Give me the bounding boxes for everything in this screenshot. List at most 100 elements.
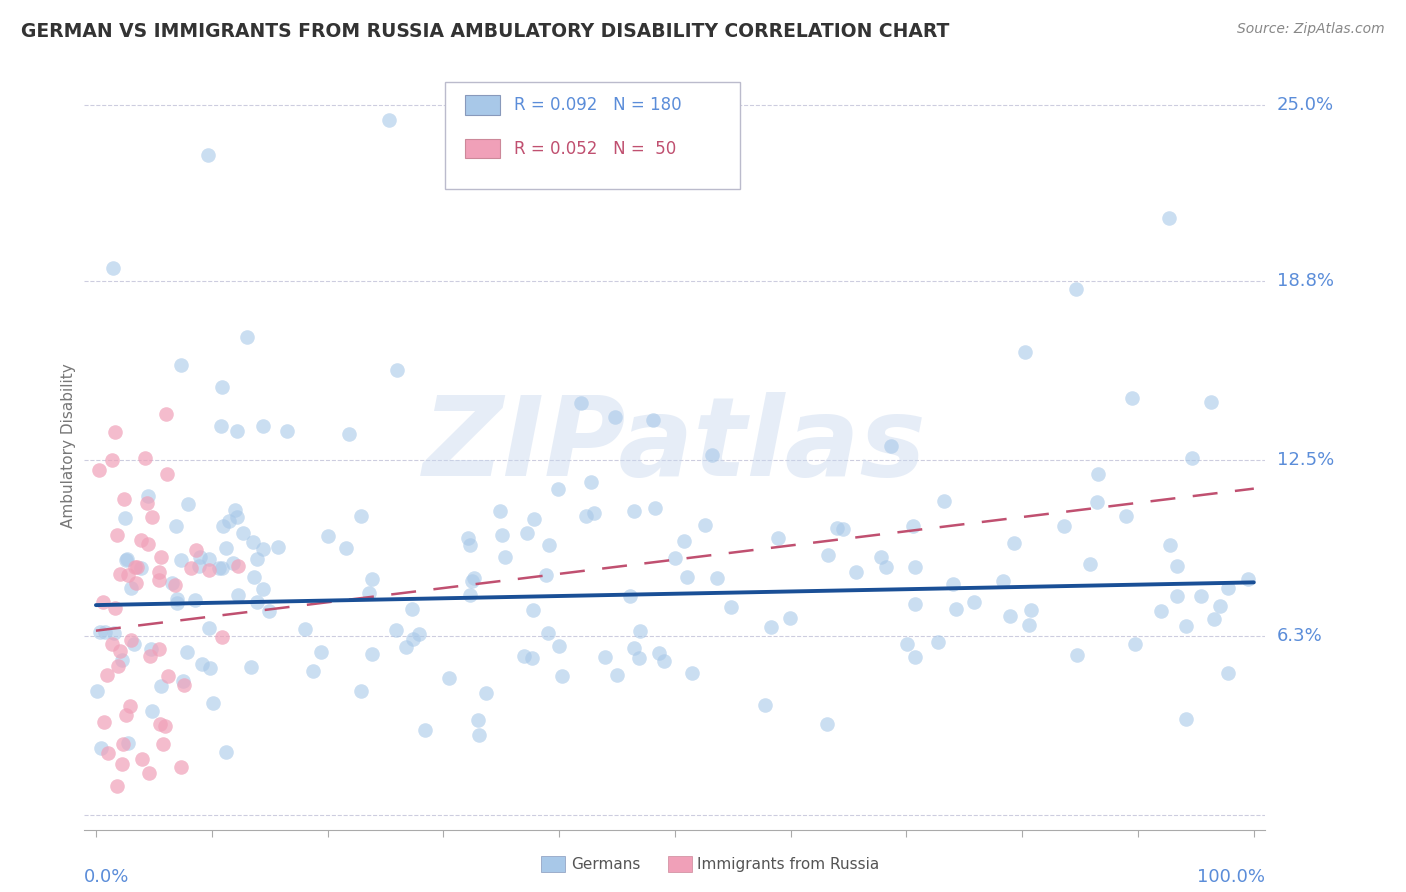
Point	[165, 578, 187, 592]
Point	[148, 641, 170, 656]
Point	[165, 519, 187, 533]
Point	[401, 602, 423, 616]
Point	[93, 595, 115, 609]
Point	[124, 560, 146, 574]
Point	[395, 640, 418, 655]
Point	[623, 504, 645, 518]
Point	[202, 697, 225, 711]
Point	[215, 541, 238, 556]
Point	[104, 425, 127, 439]
Point	[170, 358, 193, 372]
Point	[215, 745, 238, 759]
Point	[156, 467, 179, 482]
Point	[316, 528, 339, 542]
Point	[309, 645, 332, 659]
Point	[630, 624, 652, 638]
Point	[676, 570, 699, 584]
Point	[94, 624, 117, 639]
Point	[276, 424, 298, 438]
Point	[139, 648, 162, 663]
Point	[125, 575, 148, 590]
Text: R = 0.092   N = 180: R = 0.092 N = 180	[515, 96, 682, 114]
Point	[551, 669, 574, 683]
Point	[1019, 603, 1042, 617]
Point	[211, 560, 233, 574]
Point	[627, 651, 650, 665]
Point	[413, 723, 436, 738]
Point	[226, 588, 249, 602]
Point	[537, 626, 560, 640]
Point	[993, 574, 1015, 588]
Point	[136, 489, 159, 503]
Point	[1157, 211, 1180, 225]
Point	[1174, 712, 1197, 726]
Point	[141, 510, 163, 524]
Text: R = 0.052   N =  50: R = 0.052 N = 50	[515, 140, 676, 158]
Point	[198, 563, 221, 577]
Point	[845, 565, 868, 579]
Point	[198, 551, 221, 566]
Point	[101, 260, 124, 275]
Point	[681, 665, 703, 680]
Point	[1121, 391, 1143, 405]
Point	[228, 558, 250, 573]
Point	[1166, 558, 1188, 573]
Point	[149, 717, 172, 731]
Point	[1209, 599, 1232, 614]
Point	[512, 649, 534, 664]
Point	[896, 637, 918, 651]
Point	[537, 538, 560, 552]
Point	[211, 519, 233, 533]
Point	[148, 574, 170, 588]
Point	[152, 737, 174, 751]
Point	[112, 492, 135, 507]
Point	[148, 566, 170, 580]
Point	[129, 533, 152, 548]
FancyBboxPatch shape	[464, 139, 501, 158]
Point	[101, 637, 124, 651]
Point	[120, 632, 142, 647]
Point	[117, 568, 139, 582]
Text: 12.5%: 12.5%	[1277, 451, 1334, 469]
Point	[378, 112, 401, 127]
Point	[619, 590, 641, 604]
Point	[166, 591, 188, 606]
Point	[875, 560, 897, 574]
Point	[134, 451, 156, 466]
Point	[467, 713, 489, 727]
Point	[516, 526, 538, 541]
Point	[759, 619, 782, 633]
Point	[114, 553, 136, 567]
Point	[869, 550, 891, 565]
Point	[129, 560, 152, 574]
Point	[96, 668, 118, 682]
Point	[136, 537, 159, 551]
Point	[606, 668, 628, 682]
Point	[548, 639, 571, 653]
Point	[1018, 618, 1040, 632]
Point	[534, 567, 557, 582]
Point	[1002, 535, 1025, 549]
Point	[117, 736, 139, 750]
Point	[198, 661, 221, 675]
Point	[118, 699, 141, 714]
Point	[90, 740, 112, 755]
Point	[904, 649, 927, 664]
Point	[107, 659, 129, 673]
Point	[1000, 609, 1022, 624]
Point	[155, 407, 177, 421]
Point	[387, 363, 409, 377]
Point	[225, 509, 247, 524]
Point	[942, 577, 965, 591]
Point	[458, 538, 481, 552]
Point	[93, 714, 115, 729]
Point	[901, 518, 924, 533]
Point	[460, 574, 482, 588]
Point	[569, 395, 592, 409]
Text: 0.0%: 0.0%	[84, 869, 129, 887]
Point	[240, 660, 263, 674]
Point	[623, 641, 645, 656]
Point	[463, 571, 485, 585]
Point	[1064, 282, 1087, 296]
Point	[335, 541, 357, 555]
